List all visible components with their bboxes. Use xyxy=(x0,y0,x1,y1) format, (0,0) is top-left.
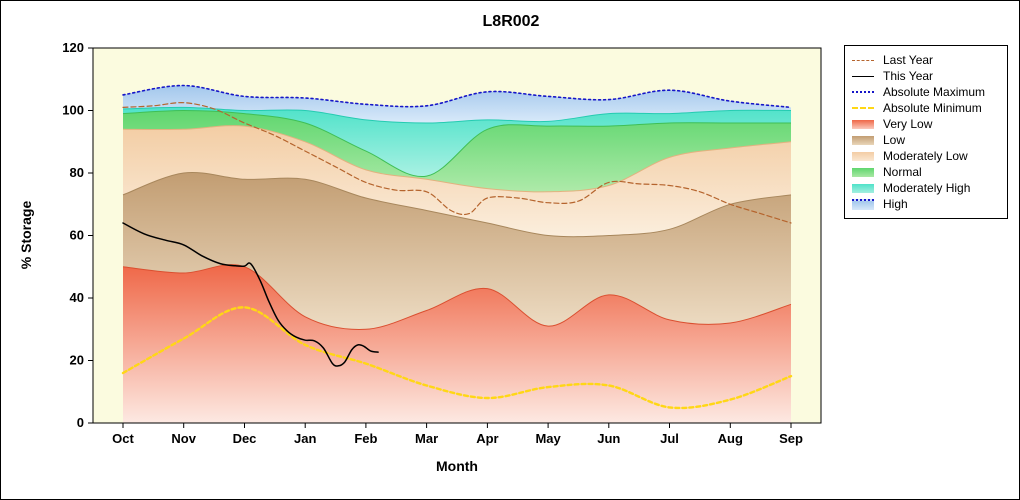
absolute-maximum-sample-icon xyxy=(852,91,876,93)
legend-label: Absolute Maximum xyxy=(883,85,986,99)
legend-label: Normal xyxy=(883,165,922,179)
very-low-sample-icon xyxy=(852,119,876,129)
legend-item-very-low: Very Low xyxy=(852,116,1000,132)
x-tick-label: Nov xyxy=(171,431,196,446)
last-year-line xyxy=(122,102,792,224)
last-year-sample-icon xyxy=(852,59,876,61)
this-year-sample-icon xyxy=(852,75,876,77)
legend-item-this-year: This Year xyxy=(852,68,1000,84)
x-tick-label: Jan xyxy=(294,431,316,446)
x-tick-label: Mar xyxy=(415,431,438,446)
legend-item-high: High xyxy=(852,196,1000,212)
absolute-minimum-sample-icon xyxy=(852,107,876,109)
legend-item-moderately-low: Moderately Low xyxy=(852,148,1000,164)
band-moderately-high xyxy=(123,107,791,177)
legend-label: Absolute Minimum xyxy=(883,101,982,115)
band-edge-moderately-low xyxy=(122,125,792,193)
legend-label: High xyxy=(883,197,908,211)
band-low xyxy=(123,172,791,330)
band-edge-moderately-high xyxy=(122,106,792,124)
legend-item-last-year: Last Year xyxy=(852,52,1000,68)
x-tick-label: May xyxy=(535,431,561,446)
x-tick-label: Oct xyxy=(112,431,134,446)
absolute-minimum-line xyxy=(121,306,793,410)
x-tick-label: Jun xyxy=(597,431,620,446)
x-tick-label: Feb xyxy=(354,431,377,446)
legend-item-absolute-minimum: Absolute Minimum xyxy=(852,100,1000,116)
x-tick-label: Dec xyxy=(233,431,257,446)
legend-item-normal: Normal xyxy=(852,164,1000,180)
y-tick-label: 100 xyxy=(62,103,84,118)
band-very-low xyxy=(123,264,791,423)
y-tick-label: 40 xyxy=(70,290,84,305)
legend-item-absolute-maximum: Absolute Maximum xyxy=(852,84,1000,100)
legend-item-low: Low xyxy=(852,132,1000,148)
band-normal xyxy=(123,110,791,192)
high-sample-icon xyxy=(852,198,876,210)
x-tick-label: Sep xyxy=(779,431,803,446)
low-sample-icon xyxy=(852,135,876,145)
band-moderately-low xyxy=(123,125,791,237)
legend-item-moderately-high: Moderately High xyxy=(852,180,1000,196)
x-tick-label: Jul xyxy=(660,431,679,446)
x-tick-label: Aug xyxy=(718,431,743,446)
legend-label: This Year xyxy=(883,69,934,83)
moderately-low-sample-icon xyxy=(852,151,876,161)
y-axis-label: % Storage xyxy=(18,200,34,270)
normal-sample-icon xyxy=(852,167,876,177)
y-tick-label: 80 xyxy=(70,165,84,180)
band-edge-low xyxy=(122,171,792,238)
chart-title: L8R002 xyxy=(482,13,540,30)
y-tick-label: 60 xyxy=(70,228,84,243)
legend-label: Low xyxy=(883,133,906,147)
y-tick-label: 0 xyxy=(77,415,84,430)
absolute-maximum-line xyxy=(122,84,792,109)
band-high xyxy=(123,85,791,123)
band-edge-normal xyxy=(122,109,791,178)
legend: Last Year This Year Absolute Maximum Absolu… xyxy=(844,45,1008,219)
y-tick-label: 20 xyxy=(70,353,84,368)
this-year-line xyxy=(122,222,379,367)
y-tick-label: 120 xyxy=(62,40,84,55)
legend-label: Last Year xyxy=(883,53,934,67)
moderately-high-sample-icon xyxy=(852,183,876,193)
legend-label: Moderately Low xyxy=(883,149,968,163)
x-tick-label: Apr xyxy=(476,431,498,446)
legend-label: Moderately High xyxy=(883,181,971,195)
x-axis-label: Month xyxy=(436,458,478,474)
legend-label: Very Low xyxy=(883,117,933,131)
